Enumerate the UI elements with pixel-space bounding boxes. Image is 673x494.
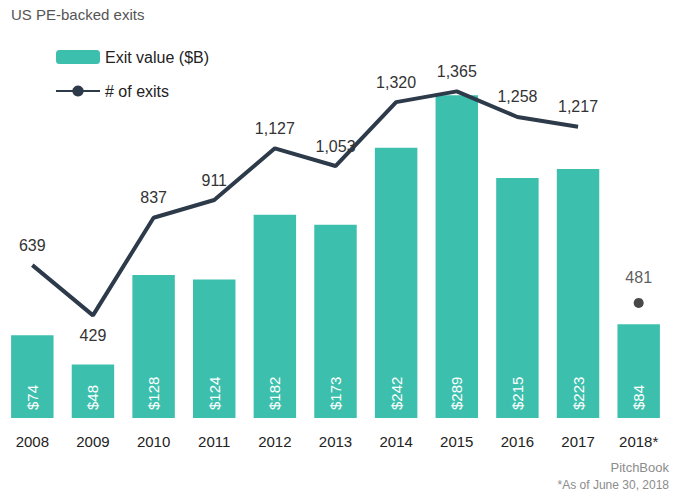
svg-text:$173: $173 [327,377,344,410]
svg-text:2010: 2010 [137,433,170,450]
svg-text:2014: 2014 [379,433,412,450]
svg-text:1,365: 1,365 [437,63,477,80]
svg-text:1,053: 1,053 [315,138,355,155]
svg-text:# of exits: # of exits [105,83,169,100]
svg-text:1,127: 1,127 [255,120,295,137]
svg-text:2008: 2008 [16,433,49,450]
svg-text:2011: 2011 [198,433,230,450]
svg-text:1,320: 1,320 [376,74,416,91]
svg-text:PitchBook: PitchBook [610,460,669,475]
svg-text:2013: 2013 [319,433,352,450]
svg-text:$128: $128 [145,377,162,410]
svg-text:837: 837 [140,189,167,206]
svg-text:$84: $84 [630,385,647,410]
svg-text:$289: $289 [448,377,465,410]
svg-text:639: 639 [19,237,46,254]
svg-text:2018*: 2018* [619,433,658,450]
svg-text:*As of June 30, 2018: *As of June 30, 2018 [558,478,670,492]
svg-text:$223: $223 [570,377,587,410]
svg-text:Exit value ($B): Exit value ($B) [105,49,209,66]
svg-text:2015: 2015 [440,433,473,450]
svg-text:US PE-backed exits: US PE-backed exits [11,6,144,23]
svg-text:429: 429 [80,327,107,344]
svg-text:$215: $215 [509,377,526,410]
svg-text:481: 481 [625,269,652,286]
svg-text:911: 911 [201,172,227,189]
svg-text:2009: 2009 [76,433,109,450]
svg-text:2012: 2012 [258,433,291,450]
svg-text:2016: 2016 [501,433,534,450]
svg-text:2017: 2017 [561,433,594,450]
svg-text:$48: $48 [84,385,101,410]
svg-text:$124: $124 [206,377,223,410]
svg-text:1,217: 1,217 [558,98,598,115]
svg-text:$74: $74 [24,385,41,410]
svg-text:$242: $242 [388,377,405,410]
svg-text:1,258: 1,258 [497,88,537,105]
svg-text:$182: $182 [266,377,283,410]
